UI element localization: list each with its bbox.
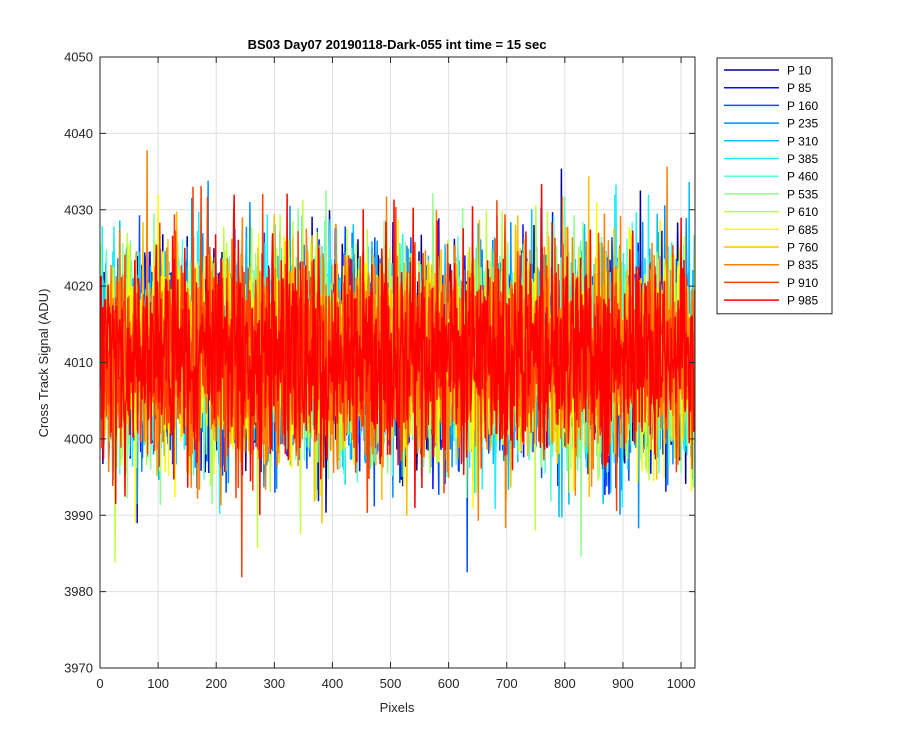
y-tick-label: 3990 xyxy=(64,508,93,523)
y-tick-label: 4020 xyxy=(64,279,93,294)
y-tick-label: 4050 xyxy=(64,50,93,65)
legend-entry-label: P 985 xyxy=(787,294,818,308)
x-tick-label: 100 xyxy=(147,676,169,691)
y-tick-label: 4030 xyxy=(64,202,93,217)
legend-box xyxy=(716,57,833,315)
x-tick-label: 0 xyxy=(96,676,103,691)
legend-entry-label: P 310 xyxy=(787,134,818,148)
legend-entry-label: P 85 xyxy=(787,81,812,95)
legend-entry-label: P 160 xyxy=(787,99,818,113)
legend-entry-label: P 835 xyxy=(787,258,818,272)
y-tick-label: 4040 xyxy=(64,126,93,141)
legend-entry-label: P 535 xyxy=(787,187,818,201)
x-tick-label: 700 xyxy=(496,676,518,691)
x-tick-label: 1000 xyxy=(667,676,696,691)
y-axis-label: Cross Track Signal (ADU) xyxy=(36,289,51,438)
legend-entry-label: P 910 xyxy=(787,276,818,290)
legend-entry-label: P 10 xyxy=(787,64,812,78)
plot-area: 0 100 200 300 400 500 600 700 800 900 1000 3970 3980… xyxy=(64,50,695,692)
x-tick-label: 400 xyxy=(322,676,344,691)
legend-entry-label: P 460 xyxy=(787,170,818,184)
series-line-p985 xyxy=(100,184,695,515)
x-tick-label: 500 xyxy=(380,676,402,691)
x-axis-label: Pixels xyxy=(380,700,415,715)
x-tick-label: 900 xyxy=(612,676,634,691)
legend: P 10 P 85 P 160 P 235 P 310 P 385 P 460 P 535 P … xyxy=(716,57,833,315)
chart-title: BS03 Day07 20190118-Dark-055 int time = … xyxy=(248,37,547,52)
x-tick-label: 600 xyxy=(438,676,460,691)
y-tick-label: 4000 xyxy=(64,431,93,446)
y-tick-label: 3970 xyxy=(64,661,93,676)
legend-entry-label: P 760 xyxy=(787,241,818,255)
legend-entry-label: P 610 xyxy=(787,205,818,219)
y-tick-label: 3980 xyxy=(64,584,93,599)
x-tick-label: 800 xyxy=(554,676,576,691)
y-tick-label: 4010 xyxy=(64,355,93,370)
x-tick-label: 300 xyxy=(263,676,285,691)
series-lines xyxy=(100,150,695,578)
legend-entry-label: P 385 xyxy=(787,152,818,166)
legend-entry-label: P 685 xyxy=(787,223,818,237)
legend-entry-label: P 235 xyxy=(787,117,818,131)
x-tick-label: 200 xyxy=(205,676,227,691)
